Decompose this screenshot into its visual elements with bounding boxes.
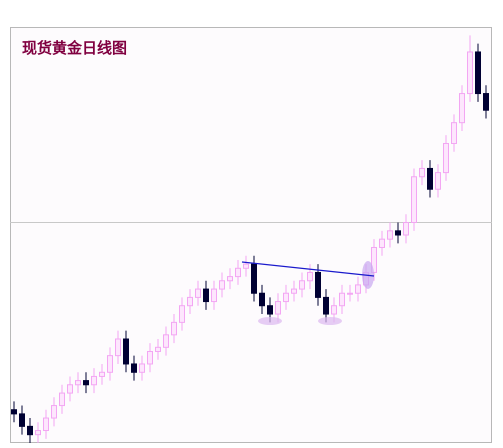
- candle-body: [99, 371, 105, 377]
- candle-body: [75, 380, 81, 386]
- candle-body: [107, 355, 113, 373]
- candle-body: [459, 93, 465, 124]
- candle-body: [27, 425, 33, 436]
- candle-body: [323, 296, 329, 315]
- candle-body: [347, 292, 353, 295]
- trend-line: [241, 261, 375, 277]
- candle-body: [139, 363, 145, 373]
- candle-body: [59, 392, 65, 407]
- candle-body: [115, 338, 121, 357]
- candle-body: [435, 172, 441, 190]
- candle-body: [427, 167, 433, 190]
- candle-body: [315, 271, 321, 298]
- candle-body: [187, 296, 193, 307]
- candle-body: [483, 93, 489, 111]
- candle-body: [19, 413, 25, 427]
- candle-body: [179, 305, 185, 323]
- candle-body: [43, 417, 49, 432]
- highlight: [318, 317, 342, 325]
- candle-body: [251, 263, 257, 294]
- candle-body: [419, 167, 425, 178]
- candle-body: [11, 409, 17, 415]
- candle-body: [355, 284, 361, 294]
- candle-body: [219, 280, 225, 290]
- candle-body: [83, 380, 89, 386]
- candle-body: [171, 321, 177, 336]
- candle-body: [291, 288, 297, 294]
- candle-body: [243, 263, 249, 269]
- candle-body: [371, 246, 377, 273]
- plot-frame: [10, 27, 492, 443]
- candle-body: [411, 176, 417, 224]
- candle-body: [147, 350, 153, 365]
- candle-body: [195, 288, 201, 298]
- candle-body: [339, 292, 345, 307]
- chart-title: 现货黄金日线图: [22, 39, 127, 57]
- candle-body: [379, 238, 385, 248]
- candle-body: [51, 405, 57, 419]
- candle-body: [475, 51, 481, 95]
- candle-body: [467, 51, 473, 95]
- candle-body: [283, 292, 289, 303]
- candle-body: [443, 142, 449, 174]
- candle-body: [131, 363, 137, 373]
- candle-body: [235, 267, 241, 278]
- candle-body: [307, 271, 313, 282]
- candle-body: [155, 346, 161, 352]
- candle-body: [227, 276, 233, 282]
- candle-body: [163, 334, 169, 348]
- highlight: [258, 317, 282, 325]
- candle-body: [211, 288, 217, 303]
- candle-body: [123, 338, 129, 365]
- candle-body: [299, 280, 305, 290]
- candle-body: [331, 305, 337, 315]
- candle-body: [395, 230, 401, 236]
- candle-body: [35, 430, 41, 436]
- candle-body: [451, 122, 457, 144]
- candle-body: [259, 292, 265, 307]
- candle-body: [267, 305, 273, 315]
- candle-body: [275, 301, 281, 315]
- candle-body: [91, 375, 97, 386]
- candle-body: [403, 222, 409, 236]
- candle-body: [387, 230, 393, 240]
- candle-body: [67, 384, 73, 394]
- candle-body: [203, 288, 209, 303]
